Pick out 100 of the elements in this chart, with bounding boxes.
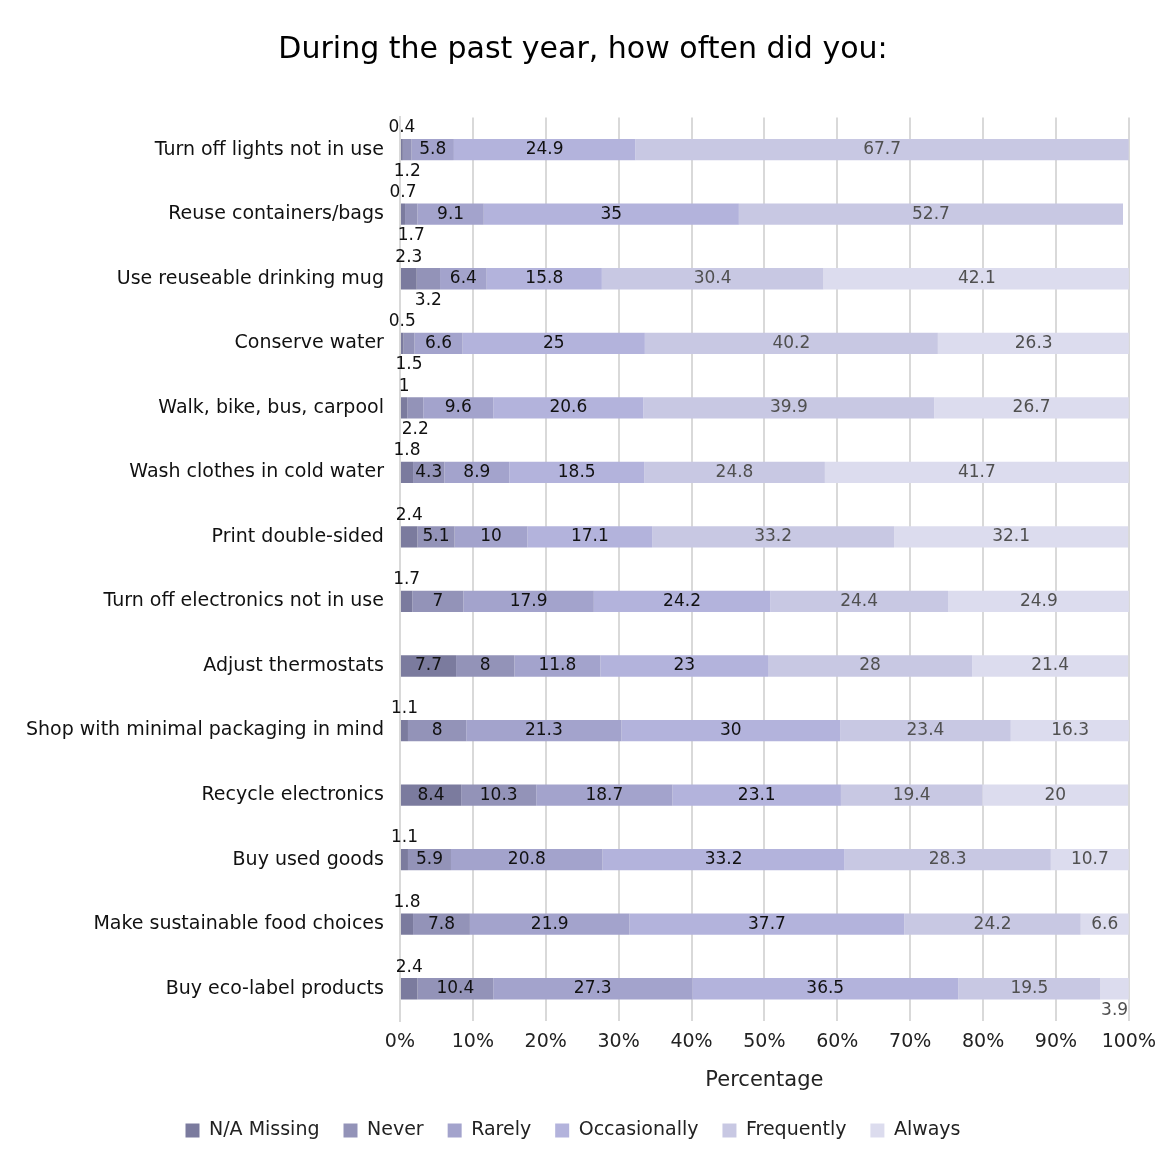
data-label: 5.9 — [415, 848, 443, 869]
bar — [652, 526, 895, 548]
bar — [453, 139, 636, 161]
data-label: 24.8 — [715, 460, 754, 481]
bar — [400, 268, 417, 290]
x-tick-label: 100% — [1101, 1029, 1156, 1052]
data-label: 1.5 — [395, 353, 423, 374]
data-label: 19.5 — [1010, 977, 1049, 998]
bar — [483, 203, 739, 225]
bar — [824, 461, 1129, 484]
bar — [840, 719, 1011, 742]
bar — [593, 590, 771, 613]
bar — [840, 784, 983, 806]
data-label: 8 — [479, 654, 491, 675]
bar — [602, 848, 845, 871]
bar — [486, 268, 602, 290]
legend-label: Frequently — [745, 1117, 847, 1140]
bar — [405, 203, 418, 225]
bar — [823, 268, 1129, 290]
legend-label: N/A Missing — [209, 1117, 320, 1140]
bar — [844, 848, 1051, 871]
bar — [407, 719, 467, 742]
data-label: 1 — [398, 374, 410, 395]
y-tick-label: Reuse containers/bags — [168, 201, 384, 224]
bar — [493, 978, 693, 1000]
x-tick-label: 60% — [816, 1029, 859, 1052]
legend-label: Rarely — [471, 1117, 532, 1140]
bar — [400, 913, 414, 935]
bar — [692, 978, 959, 1000]
data-label: 52.7 — [912, 202, 950, 223]
data-label: 0.7 — [389, 180, 417, 201]
data-label: 41.7 — [957, 460, 996, 481]
data-label: 21.9 — [530, 912, 569, 933]
bar — [644, 461, 825, 484]
bar — [937, 332, 1129, 354]
data-label: 20.6 — [549, 396, 588, 417]
data-label: 8 — [431, 718, 443, 739]
bar — [400, 461, 414, 484]
data-label: 2.4 — [395, 955, 423, 976]
bar — [644, 332, 938, 354]
bar — [403, 332, 415, 354]
y-tick-label: Wash clothes in cold water — [129, 459, 385, 482]
data-label: 6.6 — [425, 331, 453, 352]
y-tick-label: Use reuseable drinking mug — [116, 265, 384, 288]
data-label: 2.4 — [395, 503, 423, 524]
data-label: 10 — [480, 525, 502, 546]
y-tick-label: Conserve water — [234, 330, 385, 353]
data-label: 33.2 — [704, 848, 743, 869]
bar — [461, 784, 537, 806]
data-label: 2.3 — [395, 245, 423, 266]
bar — [972, 655, 1129, 677]
y-tick-label: Print double-sided — [211, 523, 384, 546]
data-label: 1.1 — [390, 697, 418, 718]
bar — [621, 719, 841, 742]
data-label: 18.5 — [557, 460, 596, 481]
data-label: 0.5 — [388, 310, 416, 331]
bar — [904, 913, 1081, 935]
bar — [400, 397, 408, 419]
data-label: 7.8 — [427, 912, 456, 933]
data-label: 17.1 — [570, 525, 609, 546]
bar — [417, 203, 484, 225]
data-label: 2.2 — [401, 417, 429, 438]
y-tick-label: Shop with minimal packaging in mind — [25, 717, 384, 740]
bar — [894, 526, 1129, 548]
data-label: 1.8 — [393, 439, 421, 460]
bar — [463, 590, 594, 613]
x-axis-title: Percentage — [705, 1066, 824, 1091]
y-tick-label: Walk, bike, bus, carpool — [158, 394, 384, 417]
data-label: 37.7 — [748, 912, 786, 933]
data-label: 21.3 — [524, 718, 563, 739]
bar — [402, 139, 412, 161]
data-label: 8.9 — [463, 460, 491, 481]
x-tick-label: 0% — [384, 1029, 416, 1052]
data-label: 20.8 — [507, 848, 546, 869]
data-label: 24.9 — [525, 138, 564, 159]
bar — [400, 590, 413, 613]
y-tick-label: Turn off electronics not in use — [102, 588, 384, 611]
bar — [601, 268, 824, 290]
bar — [1100, 978, 1129, 1000]
bar — [400, 332, 404, 354]
data-label: 10.4 — [436, 977, 475, 998]
data-label: 39.9 — [769, 396, 808, 417]
data-label: 23.4 — [906, 718, 945, 739]
data-label: 23 — [673, 654, 696, 675]
x-tick-label: 30% — [597, 1029, 640, 1052]
data-label: 9.6 — [444, 396, 472, 417]
bar — [400, 655, 457, 677]
data-label: 40.2 — [772, 331, 811, 352]
data-label: 1.7 — [393, 568, 421, 589]
data-label: 24.9 — [1019, 589, 1058, 610]
data-label: 42.1 — [957, 267, 996, 288]
x-tick-label: 70% — [889, 1029, 932, 1052]
bar — [416, 268, 441, 290]
x-tick-label: 90% — [1034, 1029, 1078, 1052]
bar — [527, 526, 653, 548]
bar — [400, 978, 418, 1000]
bar — [982, 784, 1129, 806]
y-tick-label: Buy used goods — [232, 846, 384, 869]
data-label: 1.7 — [397, 224, 425, 245]
bar — [456, 655, 515, 677]
